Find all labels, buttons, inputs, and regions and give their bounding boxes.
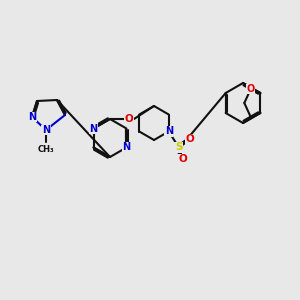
Text: O: O (178, 154, 187, 164)
Text: N: N (42, 125, 50, 135)
Text: CH₃: CH₃ (38, 145, 54, 154)
Text: N: N (89, 124, 98, 134)
Text: O: O (247, 84, 255, 94)
Text: O: O (124, 114, 134, 124)
Text: S: S (175, 142, 182, 152)
Text: N: N (28, 112, 36, 122)
Text: N: N (165, 127, 173, 136)
Text: O: O (185, 134, 194, 145)
Text: N: N (122, 142, 130, 152)
